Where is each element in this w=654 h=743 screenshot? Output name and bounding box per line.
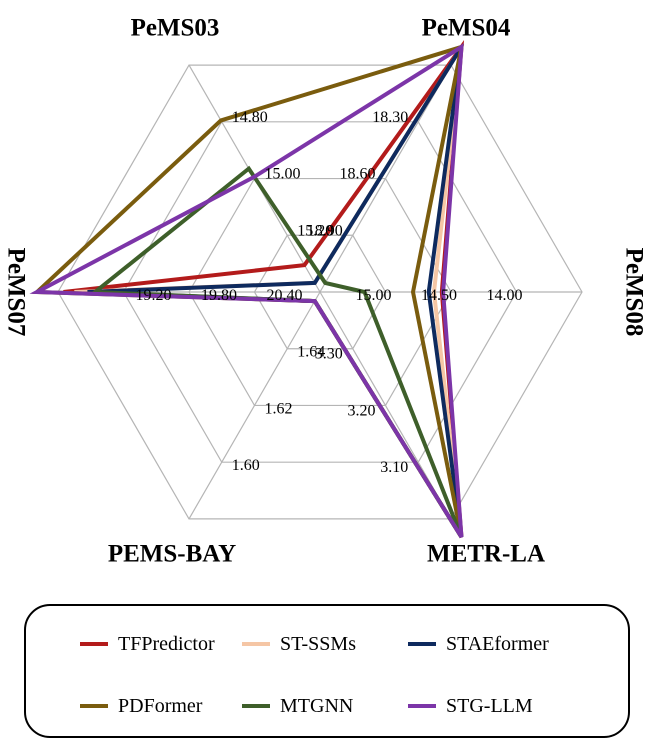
legend-item-pdformer: PDFormer (80, 694, 202, 718)
tick-label-pems03-3: 15.20 (297, 222, 333, 239)
series-stg-llm (29, 43, 464, 539)
tick-label-metr-la-2: 3.20 (348, 402, 376, 419)
legend-swatch-staeformer (408, 642, 436, 646)
tick-label-pems-bay-1: 1.60 (232, 457, 260, 474)
legend-label-pdformer: PDFormer (118, 694, 203, 717)
legend-label-tfpredictor: TFPredictor (118, 632, 215, 655)
spoke-pems04 (319, 64, 452, 293)
legend-swatch-mtgnn (242, 704, 270, 708)
radar-series (29, 39, 465, 539)
axis-title-pems08: PeMS08 (620, 248, 647, 337)
spoke-pems-bay (188, 291, 321, 520)
legend-label-st-ssms: ST-SSMs (280, 632, 356, 655)
axis-title-metr-la: METR-LA (427, 541, 545, 568)
legend-item-tfpredictor: TFPredictor (80, 632, 215, 656)
radar-axis-titles: PeMS03 PeMS04 PeMS08 METR-LA PEMS-BAY PeMS07 (2, 15, 647, 568)
tick-label-pems07-3: 20.40 (267, 287, 303, 304)
legend-item-stg-llm: STG-LLM (408, 694, 533, 718)
tick-label-pems03-1: 14.80 (232, 109, 268, 126)
tick-label-metr-la-3: 3.30 (315, 346, 343, 363)
tick-label-pems04-3: 18.90 (307, 222, 343, 239)
tick-label-pems07-2: 19.80 (201, 287, 237, 304)
legend-swatch-tfpredictor (80, 642, 108, 646)
legend-swatch-pdformer (80, 704, 108, 708)
axis-title-pems-bay: PEMS-BAY (108, 541, 236, 568)
tick-label-pems08-3: 15.00 (356, 287, 392, 304)
legend: TFPredictor ST-SSMs STAEformer PDFormer MTGN… (24, 604, 630, 738)
tick-label-metr-la-1: 3.10 (380, 459, 408, 476)
tick-label-pems03-2: 15.00 (265, 166, 301, 183)
legend-item-st-ssms: ST-SSMs (242, 632, 356, 656)
axis-title-pems03: PeMS03 (131, 15, 220, 42)
axis-title-pems07: PeMS07 (2, 248, 29, 337)
legend-swatch-st-ssms (242, 642, 270, 646)
spoke-metr-la (319, 291, 452, 520)
legend-label-stg-llm: STG-LLM (446, 694, 533, 717)
axis-title-pems04: PeMS04 (422, 15, 511, 42)
legend-swatch-stg-llm (408, 704, 436, 708)
tick-label-pems04-2: 18.60 (340, 166, 376, 183)
tick-label-pems08-2: 14.50 (421, 287, 457, 304)
tick-label-pems-bay-2: 1.62 (265, 400, 293, 417)
tick-label-pems07-1: 19.20 (136, 287, 172, 304)
tick-label-pems08-1: 14.00 (487, 287, 523, 304)
legend-item-mtgnn: MTGNN (242, 694, 353, 718)
tick-label-pems-bay-3: 1.64 (297, 344, 325, 361)
legend-item-staeformer: STAEformer (408, 632, 549, 656)
tick-label-pems04-1: 18.30 (372, 109, 408, 126)
radar-tick-labels: 14.80 15.00 15.20 18.30 18.60 18.90 14.00 14.50… (136, 109, 523, 476)
series-mtgnn (89, 165, 464, 539)
legend-label-staeformer: STAEformer (446, 632, 549, 655)
legend-label-mtgnn: MTGNN (280, 694, 354, 717)
